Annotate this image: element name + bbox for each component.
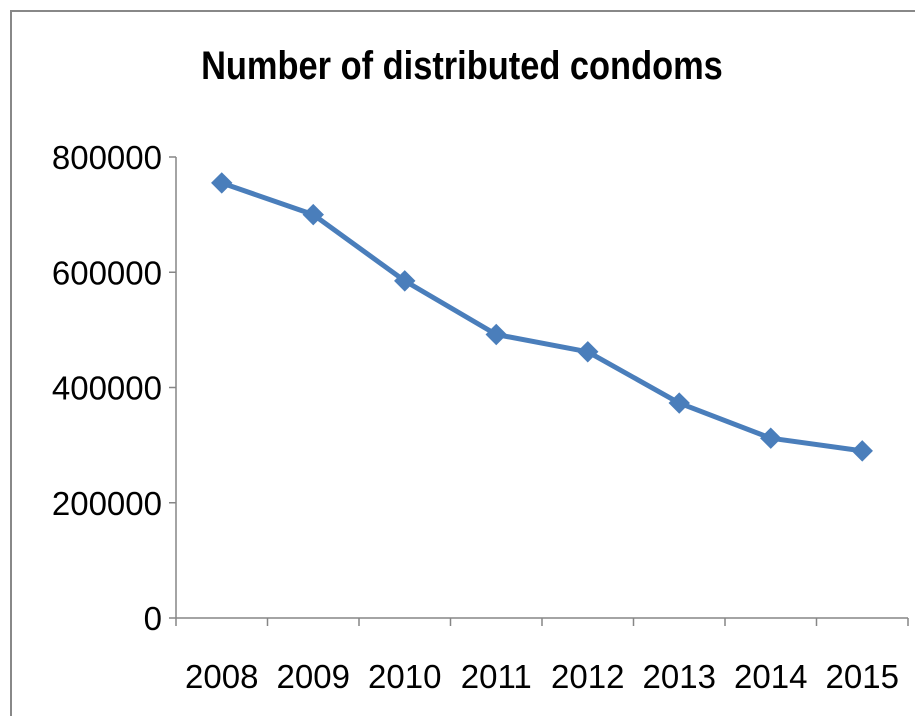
x-tick-label: 2009 [277, 658, 350, 695]
x-tick-label: 2010 [368, 658, 441, 695]
series-line [220, 180, 863, 454]
data-point-marker [302, 203, 324, 226]
x-tick-label: 2015 [826, 658, 899, 695]
series-group [211, 172, 873, 462]
x-tick-label: 2011 [461, 658, 532, 695]
data-point-marker [485, 323, 507, 346]
data-point-marker [211, 172, 233, 194]
data-point-marker [668, 392, 690, 414]
y-tick-label: 400000 [52, 370, 162, 407]
y-tick-label: 800000 [52, 139, 162, 176]
y-tick-label: 0 [144, 600, 162, 637]
data-point-marker [394, 270, 416, 292]
chart-title: Number of distributed condoms [201, 44, 723, 88]
x-tick-label: 2008 [185, 658, 258, 695]
chart-frame [10, 10, 915, 716]
x-tick-label: 2013 [643, 658, 716, 695]
data-point-marker [760, 427, 782, 449]
x-tick-label: 2014 [734, 658, 807, 695]
y-tick-label: 600000 [52, 254, 162, 291]
y-tick-labels: 0 200000 400000 600000 800000 [52, 139, 162, 637]
data-point-marker [577, 341, 599, 363]
data-point-marker [851, 440, 873, 462]
x-tick-label: 2012 [551, 658, 624, 695]
y-tick-label: 200000 [52, 485, 162, 522]
axes [169, 156, 909, 626]
x-tick-labels: 2008 2009 2010 2011 2012 2013 2014 2015 [185, 658, 899, 695]
